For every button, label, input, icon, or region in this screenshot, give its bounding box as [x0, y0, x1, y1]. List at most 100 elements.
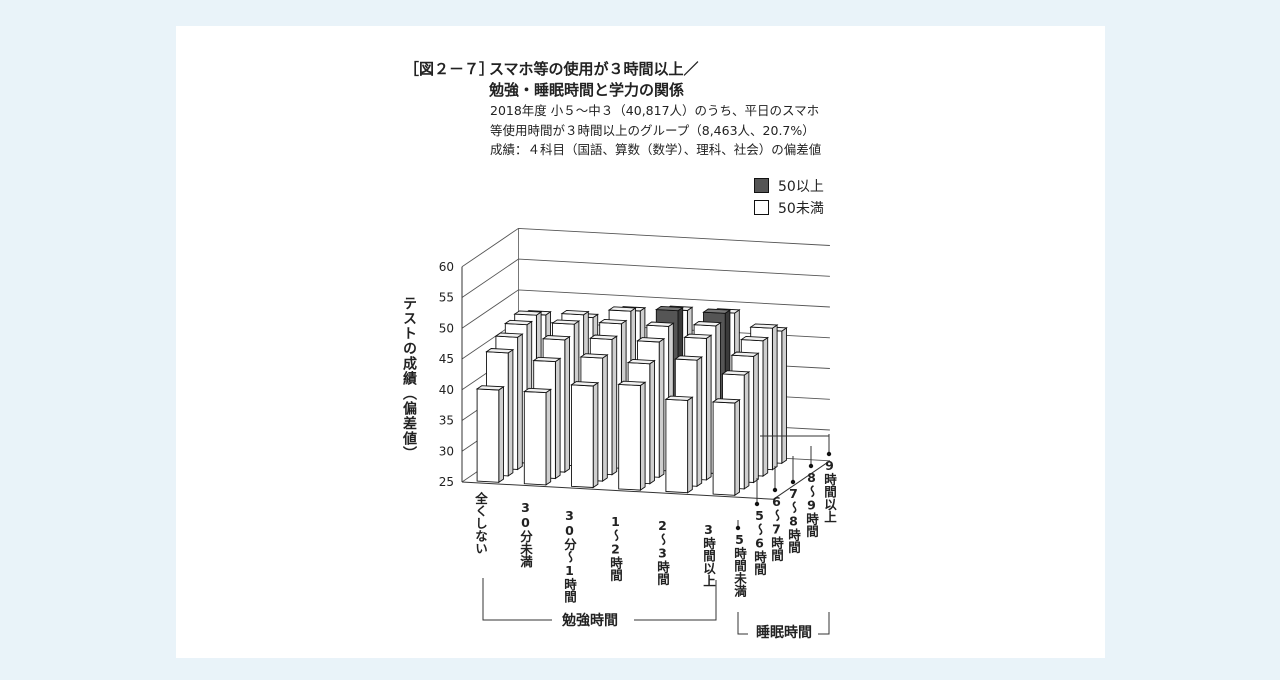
depth-bracket-right: [818, 612, 830, 635]
depth-tick-label: 5時間未満: [732, 532, 747, 597]
y-tick-label: 25: [439, 475, 454, 489]
bar-front: [476, 388, 500, 483]
bar-side: [649, 359, 655, 485]
bar-side: [658, 337, 665, 479]
depth-tick-label: 6～7時間: [769, 494, 784, 562]
bar-top: [579, 353, 609, 359]
bar-top: [617, 380, 647, 386]
bar-top: [692, 321, 722, 327]
bar-side: [639, 381, 646, 491]
bar-side: [696, 356, 703, 488]
bar-top: [749, 323, 779, 329]
x-tick-label: 全くしない: [473, 492, 488, 555]
bar-front: [571, 384, 594, 488]
bar-front: [523, 391, 547, 486]
bar: [475, 385, 505, 484]
x-tick-label: 1～2時間: [608, 514, 623, 582]
subtitle-line-3: 成績：４科目（国語、算数（数学）、理科、社会）の偏差値: [490, 142, 822, 157]
bar-top: [551, 319, 581, 325]
y-tick-label: 45: [439, 352, 454, 366]
bar-side: [592, 381, 599, 489]
depth-leader-dot: [754, 501, 760, 507]
bar-side: [743, 371, 750, 490]
subtitle-line-2: 等使用時間が３時間以上のグループ（8,463人、20.7%）: [490, 123, 815, 138]
bar-top: [485, 348, 515, 354]
figure-title-line-2: 勉強・睡眠時間と学力の関係: [489, 81, 685, 99]
depth-bracket-left: [737, 612, 748, 635]
bar-side: [611, 335, 618, 476]
bar-side: [781, 327, 787, 465]
bar-top: [513, 310, 543, 316]
depth-leader-dot: [735, 525, 741, 531]
bar-side: [545, 388, 552, 486]
bar-top: [711, 398, 741, 404]
bar-top: [522, 387, 553, 394]
x-axis-title: 勉強時間: [556, 610, 624, 630]
bar-top: [683, 333, 713, 339]
bar-top: [739, 335, 770, 342]
bar: [617, 380, 647, 491]
bar-side: [517, 333, 523, 471]
depth-leader-dot: [772, 487, 778, 493]
bar-side: [507, 348, 514, 477]
bar-top: [503, 319, 534, 326]
bar-top: [645, 321, 675, 327]
bar: [522, 387, 553, 486]
bar-top: [598, 318, 628, 325]
bar-top: [730, 351, 760, 357]
bar: [664, 395, 694, 494]
bar-top: [532, 356, 562, 363]
figure-label: ［図２－７］: [404, 60, 495, 78]
bar-top: [673, 355, 704, 361]
y-tick-label: 55: [439, 291, 454, 305]
bar-top: [607, 306, 637, 312]
bar-side: [771, 324, 778, 471]
y-axis-label: テストの成績（偏差値）: [401, 296, 417, 461]
legend-label: 50以上: [778, 179, 824, 195]
bar-front: [618, 383, 641, 491]
bar-front: [712, 401, 736, 496]
x-tick-label: 30分未満: [518, 500, 533, 568]
bar-top: [560, 309, 590, 316]
depth-leader-dot: [826, 451, 832, 457]
bar: [711, 398, 741, 497]
bar-top: [636, 337, 666, 343]
bar-top: [494, 332, 524, 338]
figure-title-line-1: スマホ等の使用が３時間以上／: [489, 60, 699, 78]
x-tick-label: 2～3時間: [655, 518, 670, 586]
bar-side: [687, 396, 693, 494]
gridline: [461, 227, 830, 268]
depth-tick-label: 7～8時間: [786, 486, 801, 554]
bar: [570, 381, 600, 489]
bar-top: [702, 308, 732, 314]
y-tick-label: 35: [439, 414, 454, 428]
bar-front: [665, 398, 689, 494]
bar-top: [721, 370, 751, 376]
legend-swatch-white: [754, 200, 769, 215]
depth-leader-dot: [790, 479, 796, 485]
subtitle-line-1: 2018年度 小５～中３（40,817人）のうち、平日のスマホ: [490, 103, 820, 118]
x-bracket-left: [482, 578, 552, 621]
y-tick-label: 50: [439, 321, 454, 335]
bar-side: [554, 357, 561, 480]
bar-side: [564, 335, 570, 473]
bar-side: [498, 385, 504, 484]
depth-tick-label: 5～6時間: [752, 508, 767, 576]
y-tick-label: 30: [439, 444, 454, 458]
x-bracket-right: [634, 580, 717, 621]
x-tick-label: 3時間以上: [701, 522, 716, 587]
floor-edge: [461, 460, 831, 500]
bar-top: [475, 385, 505, 391]
y-tick-label: 60: [439, 260, 454, 274]
legend-label: 50未満: [778, 201, 824, 217]
bar-top: [626, 358, 656, 365]
bar-top: [570, 381, 600, 387]
legend-swatch-dark: [754, 178, 769, 193]
bar-side: [753, 352, 759, 484]
bar-side: [705, 334, 712, 481]
bar-top: [664, 395, 694, 401]
bar-side: [734, 398, 740, 497]
depth-axis-title: 睡眠時間: [752, 622, 816, 642]
bar-side: [602, 354, 608, 482]
